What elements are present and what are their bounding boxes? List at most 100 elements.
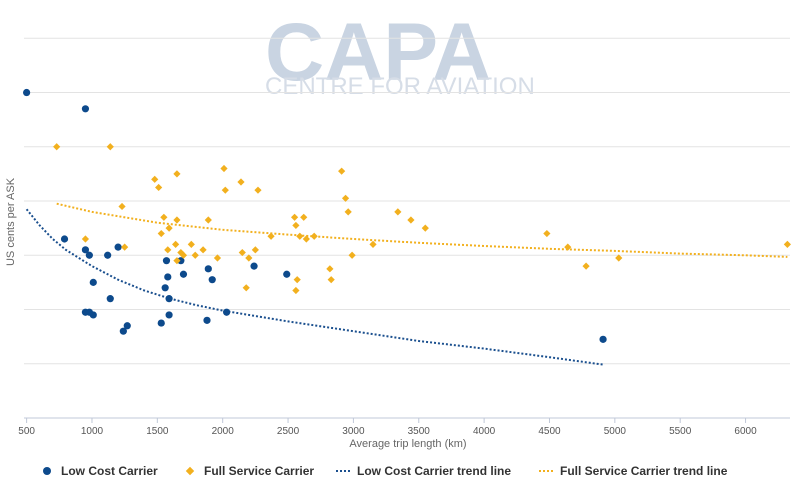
x-tick-label: 6000 bbox=[734, 426, 757, 437]
fsc-point[interactable] bbox=[267, 232, 275, 240]
fsc-point[interactable] bbox=[237, 178, 245, 186]
fsc-point[interactable] bbox=[191, 251, 199, 259]
lcc-point[interactable] bbox=[223, 308, 231, 316]
fsc-point[interactable] bbox=[155, 183, 163, 192]
legend-label: Low Cost Carrier bbox=[61, 464, 158, 478]
fsc-point[interactable] bbox=[292, 221, 300, 230]
fsc-point[interactable] bbox=[564, 243, 572, 251]
fsc-point[interactable] bbox=[118, 202, 126, 211]
fsc-point[interactable] bbox=[213, 254, 222, 262]
lcc-point[interactable] bbox=[104, 251, 112, 259]
legend-item[interactable]: Full Service Carrier bbox=[185, 464, 315, 478]
fsc-point[interactable] bbox=[199, 246, 207, 254]
lcc-point[interactable] bbox=[203, 316, 211, 324]
x-tick-label: 3000 bbox=[342, 426, 365, 437]
fsc-point[interactable] bbox=[783, 240, 791, 249]
fsc-point[interactable] bbox=[407, 216, 415, 224]
fsc-point[interactable] bbox=[421, 224, 429, 232]
lcc-point[interactable] bbox=[85, 251, 93, 259]
x-tick-label: 5500 bbox=[669, 426, 692, 437]
fsc-point[interactable] bbox=[221, 186, 229, 194]
fsc-point[interactable] bbox=[157, 229, 165, 238]
fsc-point[interactable] bbox=[326, 265, 334, 273]
trend-line bbox=[25, 208, 605, 366]
lcc-point[interactable] bbox=[157, 319, 165, 327]
fsc-point[interactable] bbox=[220, 164, 228, 173]
fsc-point[interactable] bbox=[615, 254, 623, 262]
lcc-point[interactable] bbox=[106, 295, 114, 303]
fsc-point[interactable] bbox=[293, 276, 301, 284]
capa-watermark: CAPA CENTRE FOR AVIATION bbox=[265, 7, 535, 100]
x-tick-label: 500 bbox=[18, 426, 35, 437]
fsc-point[interactable] bbox=[344, 208, 352, 216]
lcc-point[interactable] bbox=[89, 278, 97, 286]
watermark-logo: CAPA bbox=[265, 7, 491, 98]
fsc-point[interactable] bbox=[582, 262, 590, 270]
legend-item[interactable]: Low Cost Carrier bbox=[43, 464, 158, 478]
lcc-point[interactable] bbox=[208, 276, 216, 284]
fsc-point[interactable] bbox=[179, 251, 188, 259]
fsc-point[interactable] bbox=[310, 232, 318, 240]
fsc-point[interactable] bbox=[543, 229, 551, 238]
fsc-point[interactable] bbox=[187, 240, 195, 249]
lcc-point[interactable] bbox=[60, 235, 69, 243]
fsc-point[interactable] bbox=[165, 224, 173, 232]
lcc-point[interactable] bbox=[204, 265, 212, 273]
fsc-point[interactable] bbox=[300, 213, 308, 221]
lcc-point[interactable] bbox=[165, 295, 173, 303]
fsc-point[interactable] bbox=[302, 235, 310, 243]
lcc-point[interactable] bbox=[81, 246, 90, 254]
fsc-point[interactable] bbox=[151, 175, 159, 183]
fsc-point[interactable] bbox=[369, 240, 377, 249]
fsc-point[interactable] bbox=[348, 251, 356, 259]
fsc-point[interactable] bbox=[254, 186, 262, 194]
lcc-point[interactable] bbox=[162, 257, 171, 265]
fsc-point[interactable] bbox=[164, 246, 172, 254]
fsc-point[interactable] bbox=[251, 246, 259, 254]
fsc-point[interactable] bbox=[338, 167, 346, 175]
lcc-point[interactable] bbox=[165, 311, 173, 319]
lcc-point[interactable] bbox=[23, 88, 31, 97]
x-tick-label: 1000 bbox=[81, 426, 104, 437]
fsc-point[interactable] bbox=[292, 286, 300, 295]
fsc-point[interactable] bbox=[106, 143, 114, 151]
legend-item[interactable]: Full Service Carrier trend line bbox=[539, 464, 728, 478]
legend[interactable]: Low Cost Carrier Full Service Carrier Low … bbox=[43, 464, 728, 478]
lcc-point[interactable] bbox=[177, 257, 185, 265]
lcc-point[interactable] bbox=[81, 105, 90, 113]
fsc-point[interactable] bbox=[394, 208, 402, 216]
lcc-point[interactable] bbox=[599, 335, 607, 343]
fsc-point[interactable] bbox=[327, 276, 335, 284]
fsc-point[interactable] bbox=[121, 243, 129, 251]
fsc-point[interactable] bbox=[204, 216, 212, 224]
fsc-point[interactable] bbox=[173, 170, 181, 178]
trend-lines bbox=[25, 202, 788, 366]
legend-item[interactable]: Low Cost Carrier trend line bbox=[336, 464, 511, 478]
fsc-point[interactable] bbox=[173, 257, 181, 265]
fsc-point[interactable] bbox=[296, 232, 304, 240]
x-tick-label: 4500 bbox=[538, 426, 561, 437]
lcc-point[interactable] bbox=[89, 311, 97, 319]
y-axis-title: US cents per ASK bbox=[5, 177, 17, 266]
lcc-point[interactable] bbox=[123, 322, 131, 330]
lcc-point[interactable] bbox=[179, 270, 188, 278]
fsc-point[interactable] bbox=[341, 194, 350, 202]
lcc-point[interactable] bbox=[161, 284, 169, 292]
lcc-point[interactable] bbox=[114, 243, 122, 251]
x-tick-label: 5000 bbox=[604, 426, 627, 437]
legend-circle-symbol bbox=[43, 467, 51, 475]
lcc-point[interactable] bbox=[283, 270, 291, 278]
fsc-point[interactable] bbox=[238, 248, 246, 257]
fsc-point[interactable] bbox=[172, 240, 180, 249]
fsc-point[interactable] bbox=[242, 284, 250, 292]
x-tick-label: 4000 bbox=[473, 426, 496, 437]
fsc-point[interactable] bbox=[173, 216, 181, 224]
fsc-point[interactable] bbox=[245, 254, 253, 262]
lcc-point[interactable] bbox=[119, 327, 127, 335]
fsc-point[interactable] bbox=[81, 235, 90, 243]
lcc-point[interactable] bbox=[164, 273, 172, 281]
fsc-point[interactable] bbox=[290, 213, 299, 221]
fsc-point[interactable] bbox=[53, 143, 61, 151]
fsc-point[interactable] bbox=[160, 213, 168, 221]
lcc-point[interactable] bbox=[250, 262, 258, 270]
